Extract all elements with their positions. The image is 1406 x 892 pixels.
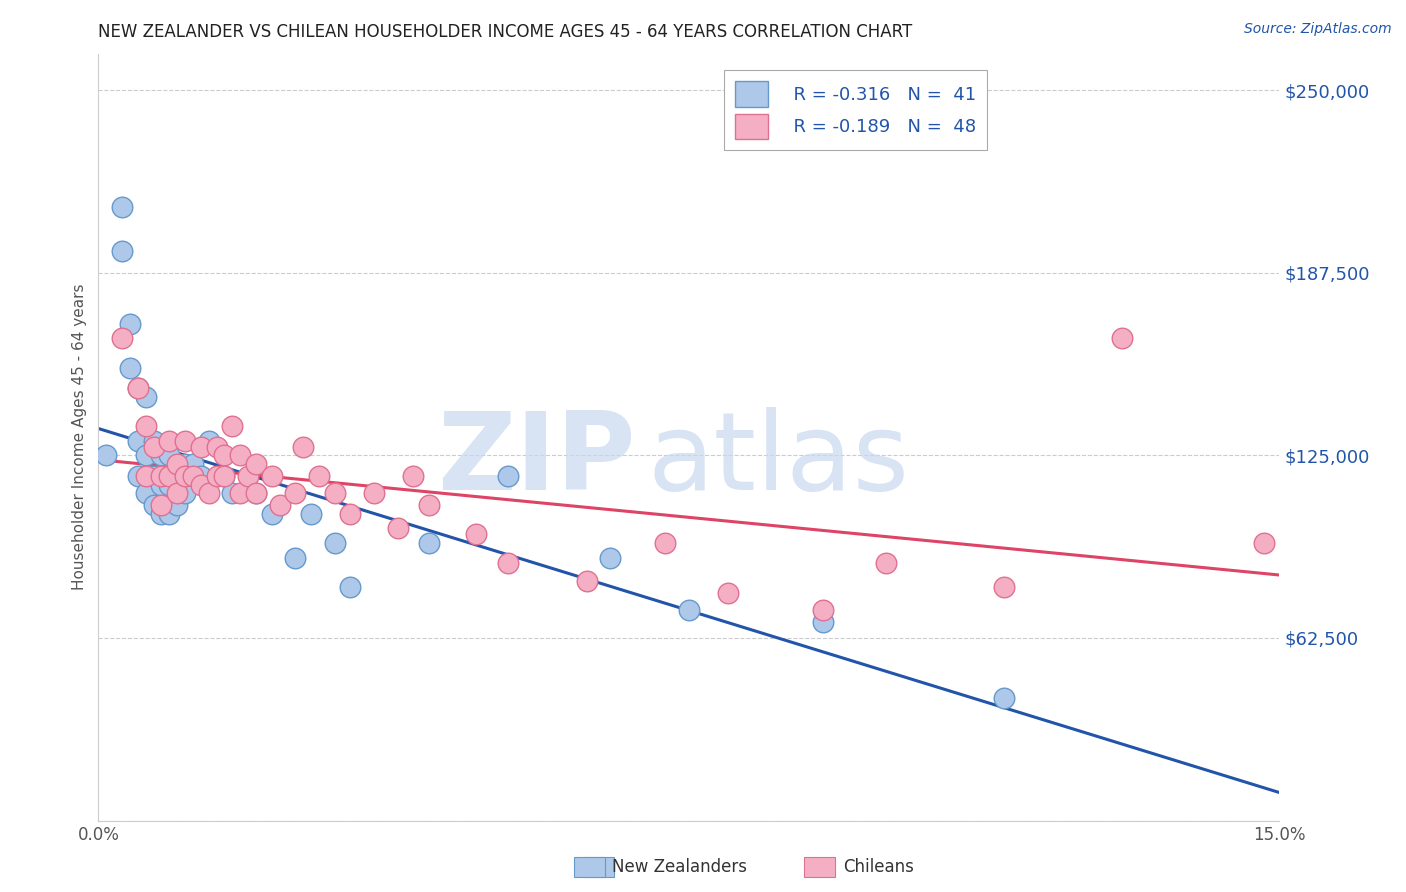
Point bbox=[157, 448, 180, 462]
Point bbox=[654, 536, 676, 550]
Point bbox=[190, 468, 212, 483]
Point bbox=[166, 457, 188, 471]
Point bbox=[496, 557, 519, 571]
Point bbox=[245, 457, 267, 471]
Point bbox=[157, 507, 180, 521]
Point bbox=[284, 550, 307, 565]
Point bbox=[127, 381, 149, 395]
Point bbox=[181, 457, 204, 471]
Point bbox=[174, 486, 197, 500]
Point bbox=[339, 580, 361, 594]
Point bbox=[190, 440, 212, 454]
Point bbox=[111, 244, 134, 258]
Point bbox=[142, 434, 165, 448]
Point bbox=[299, 507, 322, 521]
Point bbox=[166, 498, 188, 512]
Point bbox=[197, 486, 219, 500]
Point bbox=[811, 603, 834, 617]
Text: Source: ZipAtlas.com: Source: ZipAtlas.com bbox=[1244, 22, 1392, 37]
Point bbox=[166, 468, 188, 483]
Point bbox=[308, 468, 330, 483]
Point bbox=[150, 477, 173, 491]
Legend:   R = -0.316   N =  41,   R = -0.189   N =  48: R = -0.316 N = 41, R = -0.189 N = 48 bbox=[724, 70, 987, 150]
Text: NEW ZEALANDER VS CHILEAN HOUSEHOLDER INCOME AGES 45 - 64 YEARS CORRELATION CHART: NEW ZEALANDER VS CHILEAN HOUSEHOLDER INC… bbox=[98, 23, 912, 41]
Point bbox=[205, 468, 228, 483]
Point bbox=[214, 468, 236, 483]
Point bbox=[575, 574, 598, 588]
Point bbox=[323, 536, 346, 550]
Point bbox=[236, 468, 259, 483]
Point bbox=[1111, 331, 1133, 345]
Point bbox=[174, 434, 197, 448]
Point bbox=[157, 477, 180, 491]
Point bbox=[150, 498, 173, 512]
Point bbox=[402, 468, 425, 483]
Point bbox=[190, 477, 212, 491]
Point bbox=[387, 521, 409, 535]
Point bbox=[135, 468, 157, 483]
Point bbox=[993, 690, 1015, 705]
Point bbox=[418, 498, 440, 512]
Point bbox=[118, 317, 141, 331]
Point bbox=[993, 580, 1015, 594]
Point bbox=[284, 486, 307, 500]
Point bbox=[142, 440, 165, 454]
Point bbox=[150, 507, 173, 521]
Point bbox=[323, 486, 346, 500]
Point bbox=[245, 486, 267, 500]
Point bbox=[157, 434, 180, 448]
Point bbox=[599, 550, 621, 565]
Point bbox=[135, 419, 157, 434]
Point bbox=[496, 468, 519, 483]
Point bbox=[205, 440, 228, 454]
Point bbox=[717, 585, 740, 599]
Point bbox=[181, 468, 204, 483]
Point bbox=[229, 486, 252, 500]
Point bbox=[245, 486, 267, 500]
Point bbox=[150, 448, 173, 462]
Point bbox=[465, 527, 488, 541]
Point bbox=[260, 507, 283, 521]
Text: New Zealanders: New Zealanders bbox=[612, 858, 747, 876]
Point bbox=[221, 419, 243, 434]
Text: atlas: atlas bbox=[648, 407, 910, 513]
Point bbox=[292, 440, 315, 454]
Point bbox=[229, 448, 252, 462]
Point bbox=[127, 434, 149, 448]
Point bbox=[142, 468, 165, 483]
Point bbox=[214, 468, 236, 483]
Point bbox=[811, 615, 834, 629]
Point bbox=[150, 468, 173, 483]
Point bbox=[166, 486, 188, 500]
Point bbox=[678, 603, 700, 617]
Point bbox=[174, 468, 197, 483]
Point bbox=[269, 498, 291, 512]
Point bbox=[363, 486, 385, 500]
Point bbox=[214, 448, 236, 462]
Point bbox=[127, 381, 149, 395]
Text: ZIP: ZIP bbox=[437, 407, 636, 513]
Point bbox=[142, 498, 165, 512]
Point bbox=[174, 457, 197, 471]
Point bbox=[157, 468, 180, 483]
Point bbox=[418, 536, 440, 550]
Point bbox=[197, 434, 219, 448]
Y-axis label: Householder Income Ages 45 - 64 years: Householder Income Ages 45 - 64 years bbox=[72, 284, 87, 591]
Point bbox=[1253, 536, 1275, 550]
Point bbox=[135, 448, 157, 462]
Point bbox=[135, 486, 157, 500]
Point bbox=[221, 486, 243, 500]
Point bbox=[260, 468, 283, 483]
Point bbox=[127, 468, 149, 483]
Point bbox=[875, 557, 897, 571]
Point bbox=[96, 448, 118, 462]
Point bbox=[111, 200, 134, 214]
Text: Chileans: Chileans bbox=[844, 858, 914, 876]
Point bbox=[111, 331, 134, 345]
Point bbox=[339, 507, 361, 521]
Point bbox=[118, 360, 141, 375]
Point bbox=[135, 390, 157, 404]
